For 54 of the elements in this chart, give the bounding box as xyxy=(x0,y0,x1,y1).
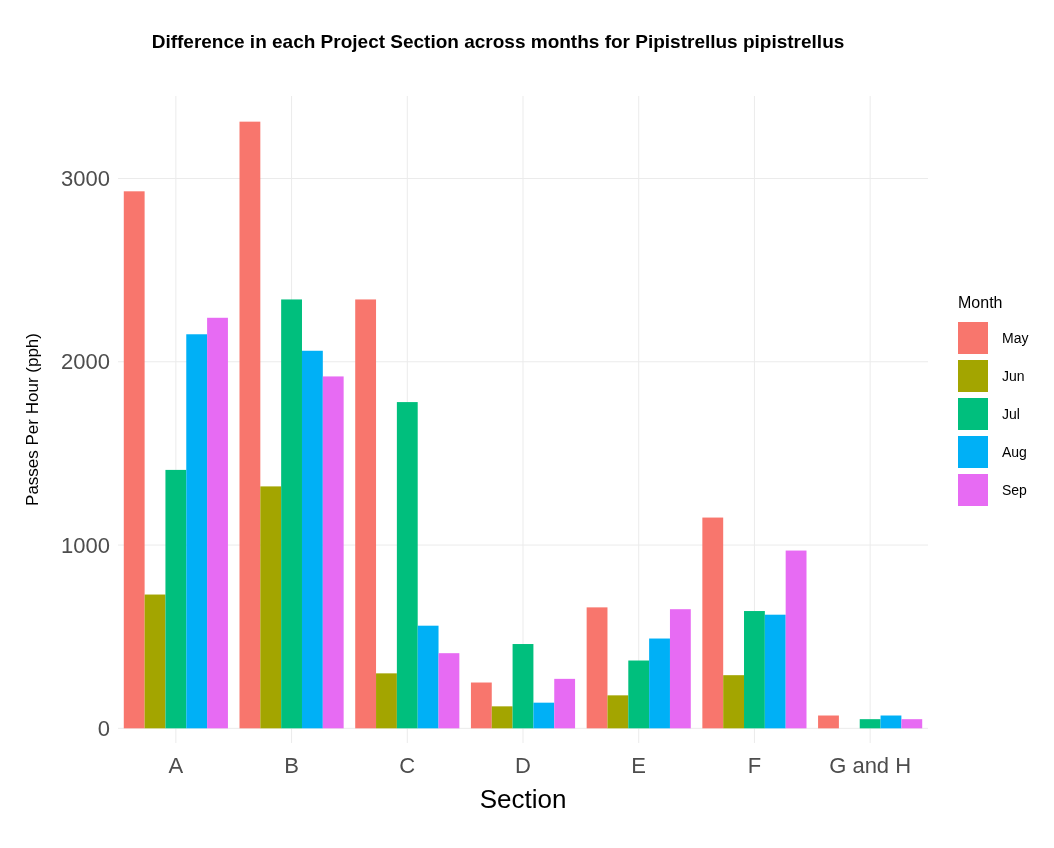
x-tick-label: A xyxy=(168,753,184,778)
legend-label: May xyxy=(1002,329,1029,346)
bar xyxy=(260,486,282,729)
x-tick-label: C xyxy=(399,753,416,778)
bar xyxy=(417,625,439,729)
bar xyxy=(470,682,492,729)
x-tick-label: E xyxy=(631,753,647,778)
legend-label: Aug xyxy=(1002,443,1027,460)
bar xyxy=(186,334,208,729)
bar xyxy=(586,607,608,729)
bar xyxy=(744,611,765,729)
bar xyxy=(239,121,261,729)
bar xyxy=(322,376,344,729)
bar xyxy=(438,653,460,729)
x-axis-title: Section xyxy=(479,784,567,814)
bar xyxy=(355,299,377,729)
bar xyxy=(702,517,724,729)
y-tick-label: 0 xyxy=(97,716,110,742)
bar xyxy=(123,191,145,729)
x-tick-label: F xyxy=(747,753,762,778)
legend-label: Jun xyxy=(1002,367,1025,384)
bar xyxy=(901,719,923,729)
bar xyxy=(649,638,670,729)
bar xyxy=(281,299,302,729)
bar xyxy=(764,614,786,729)
bar xyxy=(818,715,839,729)
bar xyxy=(144,594,166,729)
bar xyxy=(628,660,650,729)
bar xyxy=(165,469,187,729)
bar xyxy=(785,550,807,729)
x-tick-label: D xyxy=(515,753,531,778)
bar xyxy=(554,678,576,729)
y-tick-label: 2000 xyxy=(61,349,110,375)
y-axis-title: Passes Per Hour (pph) xyxy=(23,333,42,506)
bar xyxy=(669,609,691,729)
bar xyxy=(859,719,881,729)
x-tick-label: B xyxy=(284,753,299,778)
legend-title: Month xyxy=(958,294,1003,311)
bar xyxy=(607,695,629,729)
bar xyxy=(533,702,555,729)
bar xyxy=(301,350,323,729)
bar xyxy=(880,715,902,729)
bar xyxy=(207,317,228,729)
legend-label: Sep xyxy=(1002,481,1028,498)
bar xyxy=(396,402,418,729)
bar xyxy=(723,675,745,729)
bar xyxy=(512,644,534,729)
legend-label: Jul xyxy=(1002,405,1020,422)
y-tick-label: 1000 xyxy=(61,532,110,558)
y-tick-label: 3000 xyxy=(61,166,110,192)
chart-title: Difference in each Project Section across months for Pipistrellus pipistrellus xyxy=(151,31,845,52)
x-tick-label: G and H xyxy=(829,753,912,778)
bar xyxy=(491,706,513,729)
bar xyxy=(376,673,397,729)
